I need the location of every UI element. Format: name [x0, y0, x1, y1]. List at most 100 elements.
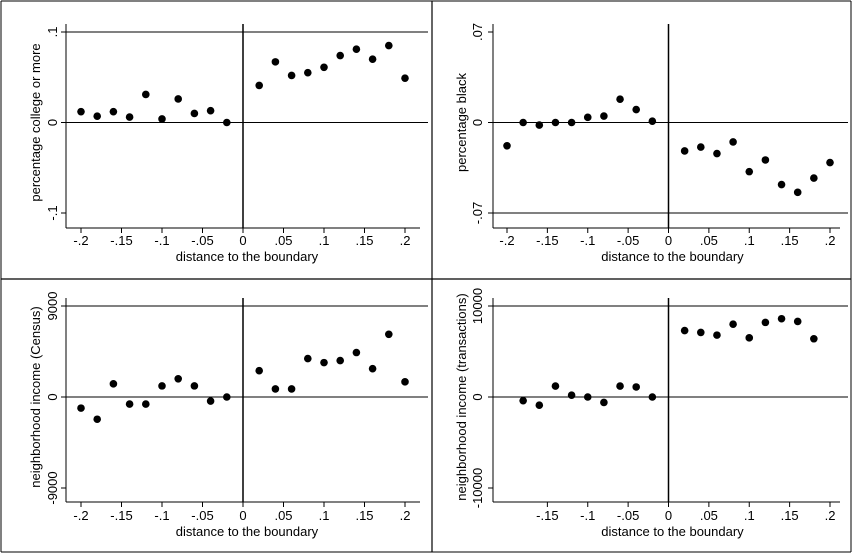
x-tick-label: -.05 — [191, 508, 213, 523]
data-point — [583, 113, 592, 122]
y-tick-label: .07 — [470, 23, 485, 41]
data-point — [648, 117, 657, 126]
data-point — [745, 167, 754, 176]
data-point — [632, 105, 640, 114]
x-tick-label: 0 — [665, 233, 672, 248]
data-point — [551, 118, 560, 127]
data-point — [304, 354, 312, 363]
data-point — [385, 330, 393, 339]
data-point — [255, 81, 263, 90]
x-tick-label: -.05 — [617, 233, 639, 248]
chart-panel-2: -.2 -.15 -.1 -.05 0 .05 .1 .15 .2 .07 0 -.07 distanc… — [454, 23, 848, 264]
chart-panel-3: -.2 -.15 -.1 -.05 0 .05 .1 .15 .2 9000 0 -9000 dista… — [28, 292, 428, 539]
y-axis-title: percentage black — [454, 72, 469, 172]
y-axis-title: neighborhood income (transactions) — [454, 293, 469, 500]
data-point — [535, 121, 544, 129]
x-tick-label: .05 — [274, 233, 292, 248]
data-point — [519, 118, 527, 127]
data-point — [600, 112, 608, 120]
data-point — [368, 364, 377, 373]
data-point — [401, 378, 409, 386]
data-point — [142, 400, 150, 408]
data-point — [352, 348, 361, 357]
data-point — [519, 396, 527, 405]
data-point — [793, 188, 802, 197]
data-point — [745, 334, 754, 342]
y-tick-label: -.07 — [470, 202, 485, 224]
y-tick-label: 0 — [470, 119, 485, 126]
data-point — [567, 391, 576, 399]
data-point — [223, 118, 231, 127]
data-point — [93, 415, 101, 424]
y-tick-label: -10000 — [470, 468, 485, 508]
x-tick-label: -.15 — [110, 508, 132, 523]
data-point — [616, 95, 624, 104]
data-point — [109, 380, 118, 388]
x-tick-label: .1 — [319, 508, 330, 523]
x-tick-label: 0 — [665, 508, 672, 523]
data-point — [401, 74, 409, 82]
x-tick-label: -.2 — [499, 233, 514, 248]
data-point — [713, 149, 721, 158]
x-tick-label: .15 — [781, 508, 799, 523]
x-tick-label: .15 — [355, 508, 373, 523]
data-point — [109, 107, 118, 116]
data-point — [190, 382, 199, 390]
data-point — [93, 112, 101, 120]
data-point — [535, 401, 544, 409]
x-tick-label: -.05 — [617, 508, 639, 523]
x-tick-label: -.2 — [73, 233, 88, 248]
x-tick-label: 0 — [239, 233, 246, 248]
data-point — [680, 147, 689, 155]
data-point — [810, 174, 818, 182]
data-point — [174, 375, 182, 383]
data-point — [503, 141, 511, 150]
data-point — [158, 382, 166, 390]
x-tick-label: .05 — [274, 508, 292, 523]
data-point — [729, 138, 737, 146]
y-tick-label: 10000 — [470, 288, 485, 324]
data-point — [206, 106, 215, 115]
data-point — [320, 63, 328, 72]
data-point — [648, 393, 657, 401]
x-tick-label: -.15 — [110, 233, 132, 248]
data-point — [729, 320, 737, 329]
chart-panel-4: -.15 -.1 -.05 0 .05 .1 .15 .2 10000 0 -10000 distan… — [454, 288, 848, 539]
x-axis-title: distance to the boundary — [601, 249, 744, 264]
y-tick-label: 0 — [45, 393, 60, 400]
data-point — [793, 317, 802, 326]
x-tick-label: .15 — [355, 233, 373, 248]
x-axis-title: distance to the boundary — [176, 524, 319, 539]
data-point — [632, 383, 640, 391]
x-tick-label: -.1 — [580, 233, 595, 248]
x-tick-label: -.05 — [191, 233, 213, 248]
y-tick-label: -.1 — [45, 205, 60, 220]
y-tick-label: 0 — [470, 393, 485, 400]
data-point — [810, 334, 818, 343]
x-tick-label: .2 — [825, 508, 836, 523]
data-point — [190, 109, 199, 118]
data-point — [680, 326, 689, 335]
data-point — [567, 118, 576, 127]
data-point — [385, 41, 393, 50]
chart-panel-1: -.2 -.15 -.1 -.05 0 .05 .1 .15 .2 .1 0 -.1 distance … — [28, 24, 428, 264]
data-point — [125, 113, 134, 121]
y-tick-label: 9000 — [45, 292, 60, 321]
data-point — [125, 400, 134, 408]
data-point — [223, 393, 231, 401]
x-tick-label: -.15 — [536, 508, 558, 523]
x-tick-label: 0 — [239, 508, 246, 523]
data-point — [77, 107, 85, 116]
data-point — [826, 158, 834, 167]
x-tick-label: .2 — [400, 508, 411, 523]
data-point — [336, 356, 345, 365]
data-point — [583, 393, 592, 401]
data-point — [174, 95, 182, 103]
data-point — [142, 90, 150, 99]
x-tick-label: .1 — [744, 508, 755, 523]
data-point — [697, 143, 705, 151]
data-point — [777, 314, 786, 323]
data-point — [206, 397, 215, 405]
data-point — [287, 385, 296, 393]
x-tick-label: -.1 — [154, 508, 169, 523]
